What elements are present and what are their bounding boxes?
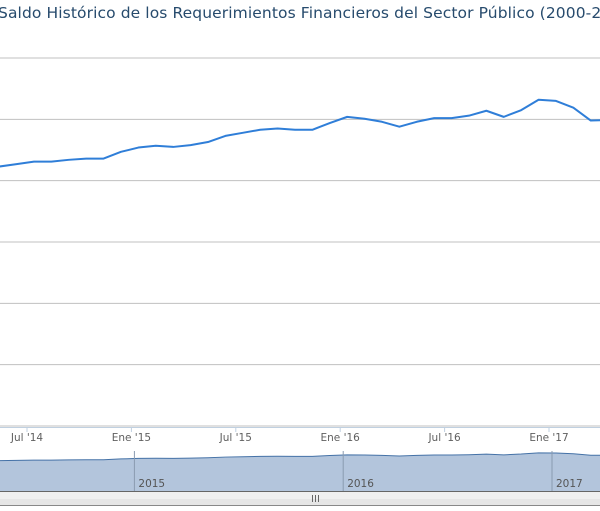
x-tick-label: Ene '17 [529,432,568,444]
x-tick-label: Jul '16 [427,432,461,444]
navigator-tick-label: 2015 [138,478,165,490]
x-tick-label: Ene '15 [112,432,151,444]
navigator-line [0,452,600,462]
x-tick-label: Jul '14 [10,432,44,444]
navigator-area [0,452,600,491]
x-tick-label: Jul '15 [219,432,252,444]
series-line [0,98,600,168]
scrollbar-highlight [0,492,600,499]
navigator-tick-label: 2017 [556,478,583,490]
chart-title: Saldo Histórico de los Requerimientos Fi… [0,4,600,22]
navigator-tick-label: 2016 [347,478,374,490]
x-tick-label: Ene '16 [321,432,361,444]
